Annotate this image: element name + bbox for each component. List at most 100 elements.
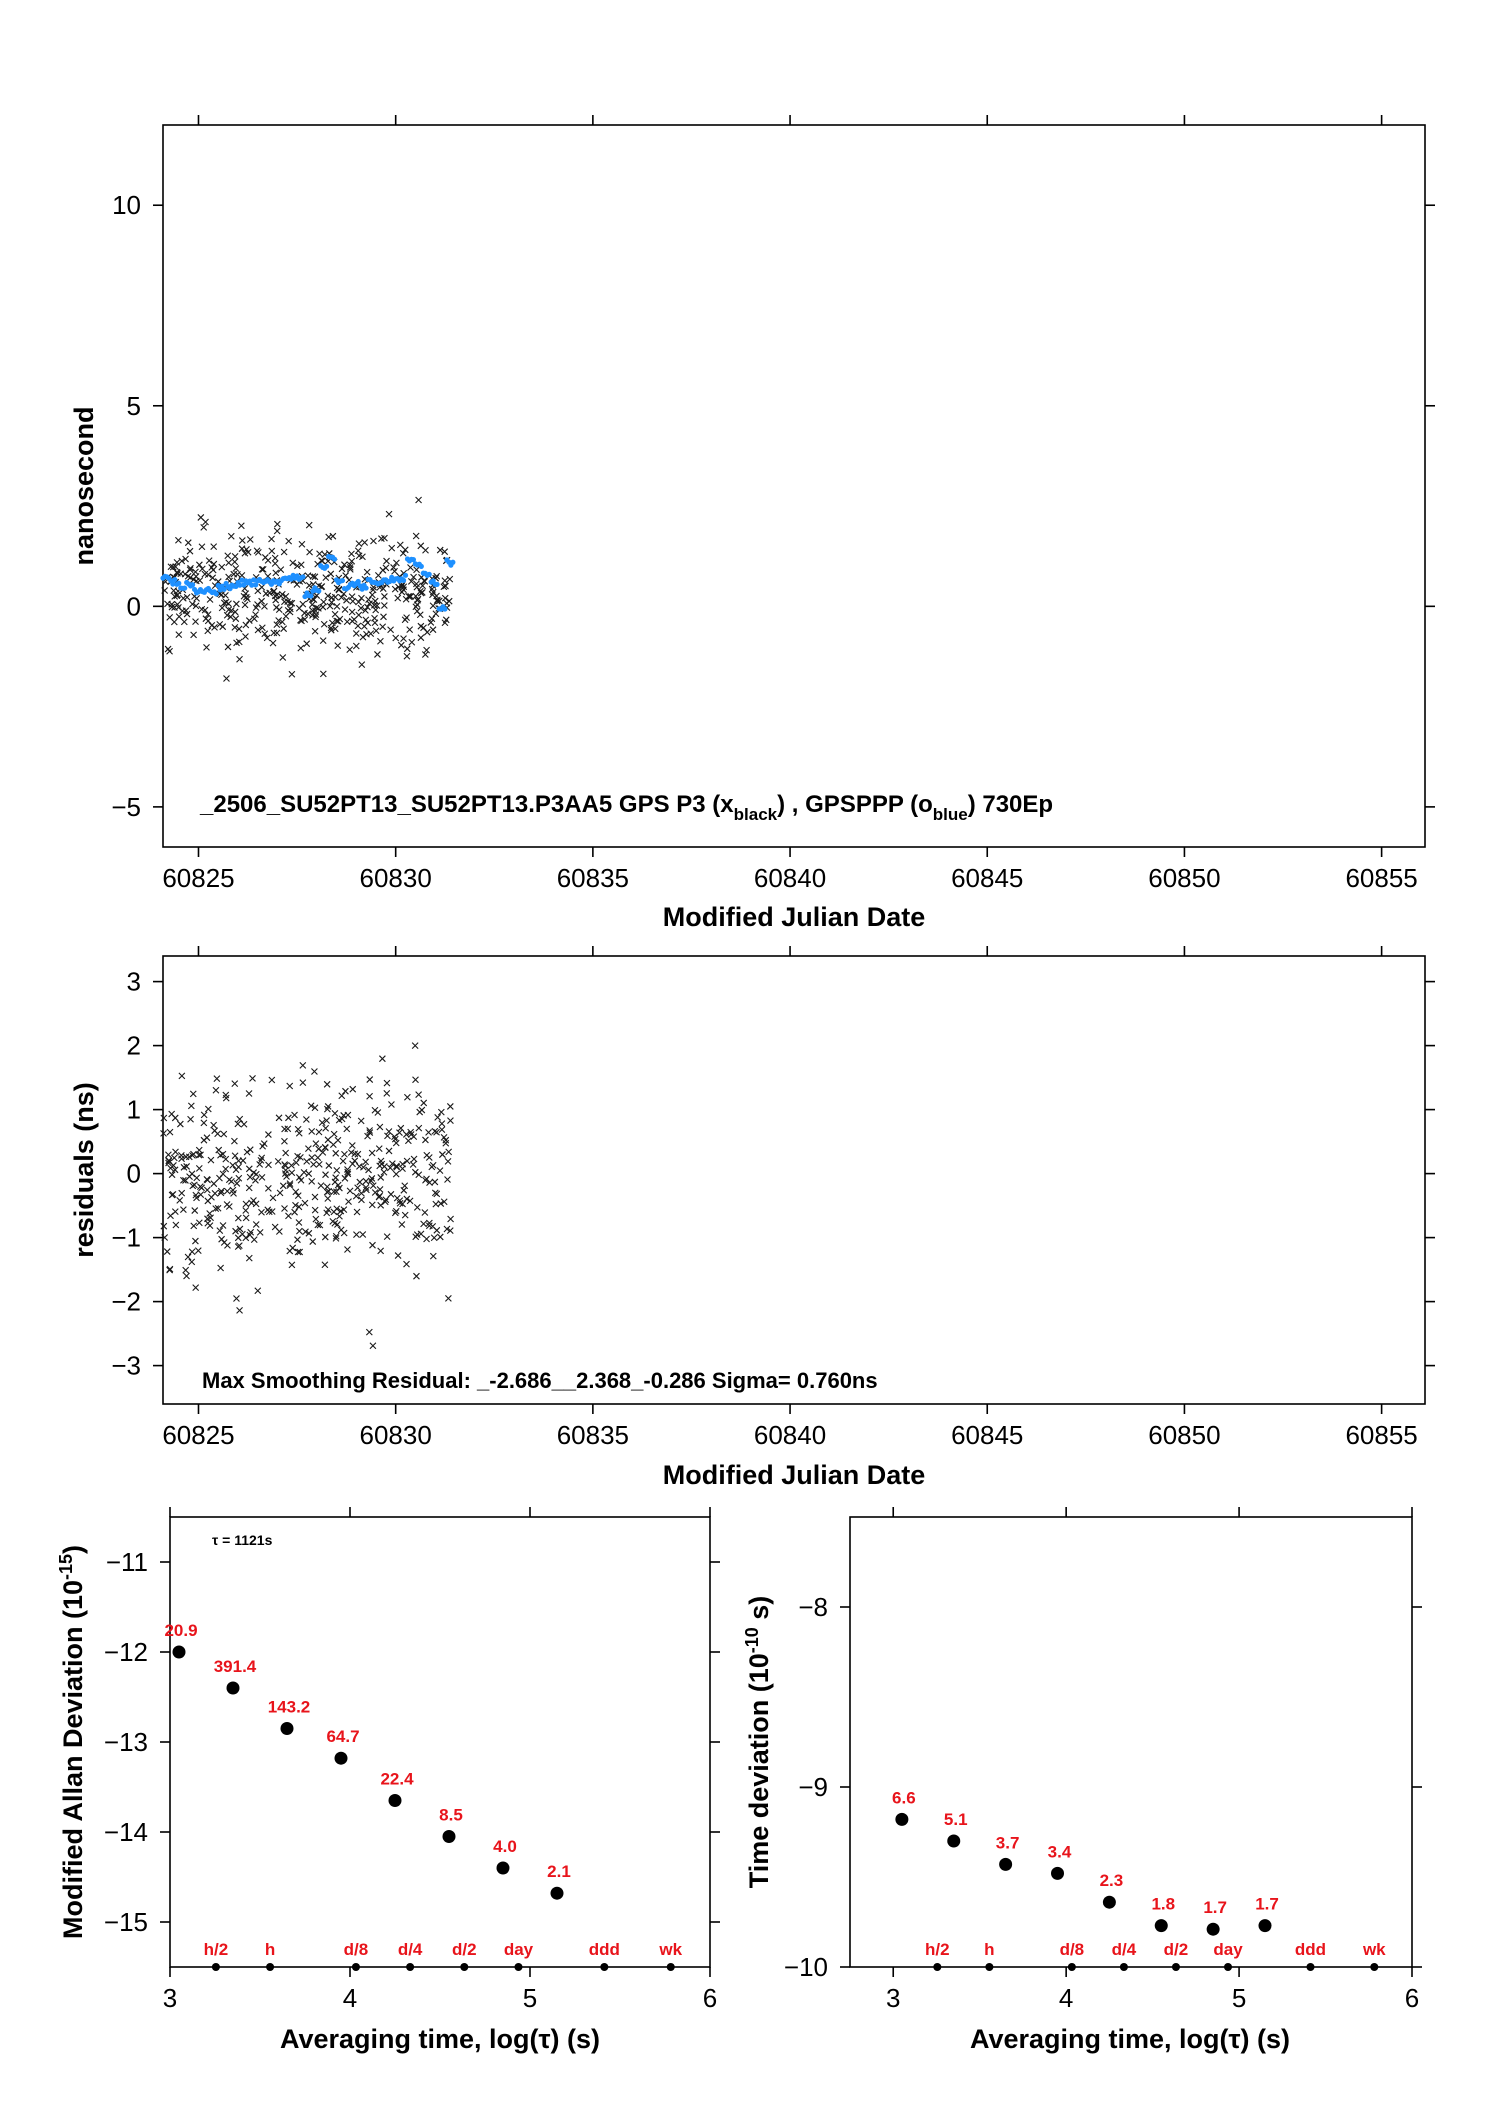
x-marker [361,539,369,546]
x-tick-label: 60840 [754,863,826,893]
x-marker [291,1111,298,1119]
x-marker [358,1189,365,1197]
x-marker [363,568,371,576]
data-points [160,1042,454,1350]
x-marker [332,1235,340,1242]
period-label: h [984,1940,994,1959]
x-marker [414,595,422,603]
x-marker [376,1186,384,1193]
x-marker [349,1160,356,1168]
x-marker [445,1148,453,1156]
x-marker [366,1129,374,1136]
deviation-point [388,1794,402,1807]
x-marker [377,1157,385,1165]
x-marker [198,605,206,613]
x-marker [222,591,229,599]
x-marker [294,1236,301,1244]
x-marker [228,1177,235,1185]
x-marker [219,623,227,631]
x-marker [425,1222,433,1230]
x-marker [219,1222,227,1229]
x-marker [406,1197,414,1205]
x-marker [178,1189,186,1197]
x-marker [161,1234,169,1241]
x-marker [349,1085,357,1093]
x-marker [346,566,354,573]
period-dot [460,1963,469,1971]
deviation-point [1206,1922,1220,1936]
x-marker [285,1114,292,1122]
x-marker [169,563,177,571]
tau-note: τ = 1121s [212,1532,273,1548]
x-tick-label: 60855 [1345,863,1417,893]
x-marker [217,1264,225,1272]
x-marker [254,587,262,595]
axis-ticks: 60825 60830 60835 60840 60845 60850 60855 −3 −2 −… [111,946,1435,1450]
x-marker [403,1157,411,1165]
x-tick-label: 5 [523,1983,537,2013]
x-marker [369,1342,377,1350]
x-marker [238,537,246,544]
blue-marker [221,586,227,592]
x-marker [271,554,279,562]
x-marker [331,625,339,633]
x-marker [354,1184,361,1192]
x-marker [433,1226,441,1234]
point-label: 4.0 [493,1837,517,1856]
point-label: 22.4 [380,1770,414,1789]
x-marker [269,1194,277,1202]
x-marker [385,1147,393,1155]
x-marker [231,558,239,566]
x-marker [372,627,380,635]
period-label: ddd [1295,1940,1326,1959]
x-marker [303,640,311,648]
x-marker [231,623,239,631]
x-marker [235,638,243,646]
x-marker [177,1151,185,1159]
x-tick-label: 4 [1059,1983,1073,2013]
x-marker [319,603,327,611]
x-marker [332,1232,340,1240]
point-label: 3.4 [1048,1842,1072,1861]
x-marker [281,1137,288,1145]
period-dot [266,1963,275,1971]
x-marker [416,587,424,595]
x-marker [182,1266,190,1274]
x-marker [235,1174,243,1182]
x-marker [352,630,360,637]
blue-marker [170,581,176,587]
period-label: d/2 [1164,1940,1189,1959]
x-marker [219,1150,227,1158]
x-marker [307,1102,315,1110]
x-marker [310,1161,317,1168]
x-marker [309,1238,317,1245]
x-marker [232,1166,240,1174]
x-marker [442,616,450,624]
x-marker [420,1220,427,1228]
period-label: d/4 [398,1940,423,1959]
x-marker [346,563,354,571]
x-marker [218,604,226,612]
x-tick-label: 60835 [557,1420,629,1450]
y-tick-label: 2 [127,1031,141,1061]
smoothing-residual-note: Max Smoothing Residual: _-2.686__2.368_-… [202,1368,878,1393]
x-marker [245,1254,253,1262]
x-marker [413,566,420,574]
x-marker [171,604,178,611]
x-marker [311,1193,319,1201]
x-marker [285,537,293,545]
x-marker [179,594,187,602]
x-marker [363,1186,370,1194]
x-marker [190,631,197,639]
x-marker [391,585,399,593]
x-marker [433,1190,441,1198]
x-marker [357,604,365,612]
x-marker [193,1194,200,1202]
x-marker [299,1061,307,1069]
x-marker [324,1195,332,1202]
y-tick-label: −13 [104,1727,148,1757]
x-marker [292,1159,300,1167]
x-marker [281,598,288,606]
x-marker [258,597,266,605]
x-marker [203,1186,211,1194]
